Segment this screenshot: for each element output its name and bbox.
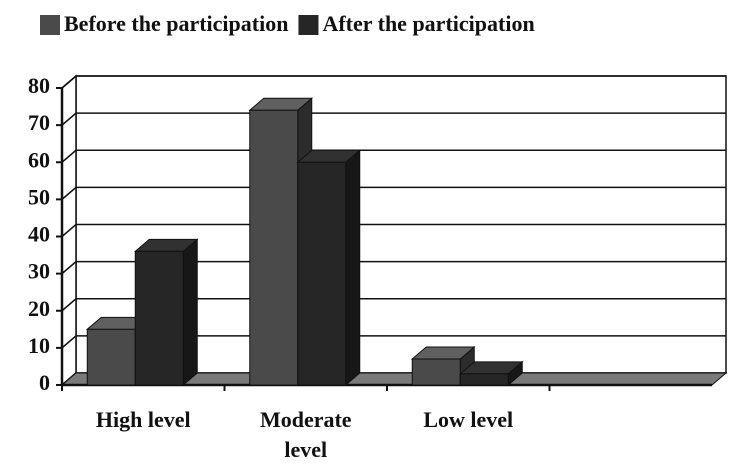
y-tick-label: 0 bbox=[39, 370, 50, 395]
y-tick-label: 30 bbox=[28, 259, 50, 284]
x-tick-label: Low level bbox=[423, 407, 514, 432]
legend-label: Before the participation bbox=[64, 11, 288, 36]
bar bbox=[134, 250, 184, 386]
y-tick-label: 20 bbox=[28, 296, 50, 321]
legend-swatch bbox=[40, 15, 60, 35]
bar-side bbox=[345, 149, 361, 387]
bar bbox=[249, 109, 299, 386]
y-tick-label: 80 bbox=[28, 73, 50, 98]
y-tick-label: 40 bbox=[28, 222, 50, 247]
y-tick-label: 60 bbox=[28, 147, 50, 172]
grid-line bbox=[61, 75, 726, 89]
y-tick-label: 70 bbox=[28, 110, 50, 135]
grid-line bbox=[61, 149, 726, 163]
bar bbox=[411, 358, 461, 386]
bar bbox=[86, 328, 136, 386]
y-tick-label: 10 bbox=[28, 333, 50, 358]
grid-line bbox=[61, 223, 726, 238]
grid-line bbox=[61, 298, 726, 312]
legend-label: After the participation bbox=[322, 11, 534, 36]
grid-line bbox=[61, 112, 726, 126]
grid-line bbox=[61, 335, 726, 349]
grid-line bbox=[61, 260, 726, 275]
bar bbox=[459, 373, 509, 386]
legend-swatch bbox=[298, 15, 319, 35]
y-tick-label: 50 bbox=[28, 184, 50, 209]
bar-side bbox=[182, 238, 198, 387]
grid-line bbox=[61, 186, 726, 200]
x-tick-label: Moderate level bbox=[259, 407, 352, 462]
x-tick-label: High level bbox=[95, 407, 191, 432]
bar bbox=[297, 161, 347, 386]
